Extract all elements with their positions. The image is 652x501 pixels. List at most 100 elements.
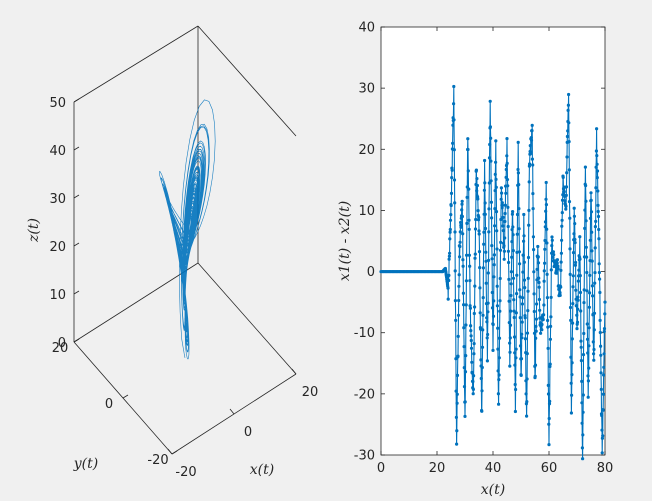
z-tick-mark — [73, 290, 80, 295]
data-point — [501, 241, 506, 245]
data-point — [551, 255, 555, 259]
box-3d — [73, 25, 297, 455]
z-tick-label: 30 — [49, 192, 66, 207]
data-point — [543, 261, 547, 265]
data-point — [590, 249, 594, 253]
data-point — [549, 295, 553, 299]
data-point — [532, 270, 536, 274]
data-point — [591, 294, 595, 298]
data-point — [451, 141, 455, 145]
data-point — [602, 365, 606, 369]
data-point — [534, 336, 538, 340]
data-point — [526, 255, 531, 260]
data-point — [464, 323, 468, 327]
data-point — [598, 318, 602, 322]
data-point — [515, 232, 519, 236]
data-point — [545, 272, 549, 276]
data-point — [491, 348, 495, 352]
data-point — [574, 260, 578, 265]
data-point — [471, 387, 475, 391]
data-point — [510, 240, 514, 244]
data-point — [503, 219, 507, 224]
data-point — [459, 225, 463, 229]
data-point — [537, 276, 541, 280]
data-point — [488, 125, 492, 129]
data-point — [536, 255, 540, 259]
data-point — [521, 270, 525, 274]
data-point — [527, 180, 531, 184]
data-point — [472, 352, 476, 356]
data-point — [457, 298, 461, 303]
data-point — [456, 354, 460, 358]
data-point — [536, 244, 540, 249]
data-point — [599, 387, 603, 391]
data-point — [523, 316, 527, 320]
y-tick-mark — [122, 394, 129, 399]
data-point — [484, 259, 488, 263]
data-point — [514, 387, 518, 392]
data-point — [543, 225, 547, 229]
ticks-2d: 0 20 40 60 80 -30 -20 -10 0 10 20 30 40 — [354, 21, 614, 477]
data-point — [503, 236, 507, 240]
data-point — [589, 191, 593, 195]
data-point — [581, 410, 585, 414]
data-point — [570, 361, 574, 365]
data-point — [517, 207, 521, 211]
data-point — [496, 369, 500, 373]
data-point — [478, 311, 482, 315]
data-point — [500, 201, 504, 205]
data-point — [474, 217, 478, 222]
data-point — [504, 191, 508, 195]
data-point — [568, 305, 573, 310]
data-point — [566, 103, 571, 107]
data-point — [573, 241, 577, 245]
data-point — [569, 411, 574, 415]
data-point — [595, 127, 599, 131]
data-point — [555, 258, 560, 262]
data-point — [527, 208, 531, 212]
data-point — [590, 259, 594, 263]
data-point — [567, 200, 572, 204]
data-point — [497, 373, 501, 377]
data-point — [530, 157, 535, 161]
data-point — [522, 278, 527, 282]
x-tick-label: 40 — [485, 461, 502, 476]
data-point — [597, 237, 601, 241]
data-point — [516, 167, 520, 172]
data-point — [482, 242, 486, 246]
data-point — [588, 238, 592, 242]
data-point — [564, 193, 568, 197]
data-point — [488, 142, 492, 147]
data-point — [532, 309, 536, 314]
data-point — [558, 293, 562, 297]
data-point — [460, 202, 464, 206]
data-point — [560, 238, 564, 242]
plot-2d[interactable]: 0 20 40 60 80 -30 -20 -10 0 10 20 30 40 x(t) x1(t) -… — [337, 21, 613, 499]
data-point — [550, 244, 554, 248]
series-2d — [379, 84, 607, 461]
data-point — [544, 197, 548, 201]
data-point — [555, 261, 559, 265]
data-point — [448, 227, 452, 232]
data-point — [542, 269, 546, 273]
data-point — [573, 263, 578, 267]
z-tick-mark — [73, 242, 80, 247]
data-point — [548, 337, 553, 341]
data-point — [571, 321, 575, 325]
data-point — [575, 320, 580, 324]
data-point — [509, 270, 513, 274]
data-point — [462, 303, 466, 307]
data-point — [459, 220, 463, 225]
data-point — [600, 428, 604, 432]
data-point — [593, 271, 597, 275]
data-point — [480, 365, 484, 370]
data-point — [473, 227, 478, 231]
data-point — [448, 230, 452, 234]
data-point — [522, 260, 526, 264]
data-point — [547, 443, 551, 447]
data-point — [455, 373, 460, 377]
data-point — [481, 328, 485, 332]
data-point — [507, 277, 511, 281]
data-point — [450, 176, 454, 180]
